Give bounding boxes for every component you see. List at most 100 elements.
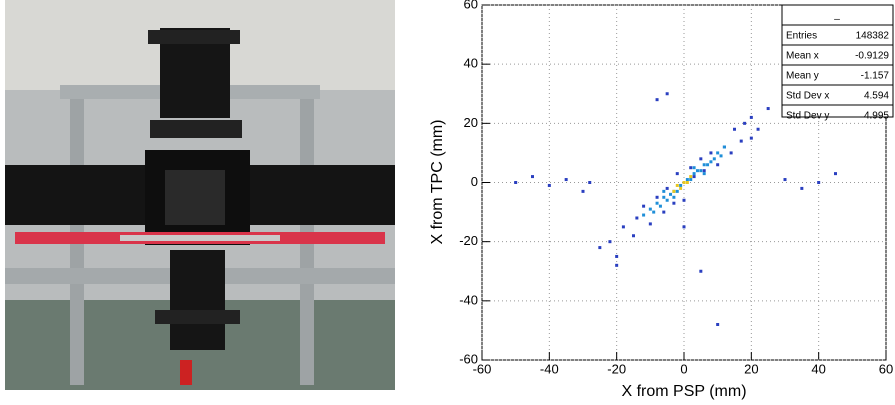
- x-tick-label: -40: [540, 361, 559, 376]
- point: [672, 195, 676, 199]
- point: [665, 198, 669, 202]
- point: [685, 178, 689, 182]
- point: [669, 192, 673, 196]
- point: [581, 189, 585, 193]
- point: [615, 254, 619, 258]
- stats-value: -1.157: [861, 71, 890, 82]
- y-tick-label: -40: [459, 292, 478, 307]
- point: [706, 163, 710, 167]
- point: [699, 269, 703, 273]
- point: [800, 186, 804, 190]
- point: [699, 157, 703, 161]
- y-tick-label: 60: [464, 0, 478, 11]
- point: [588, 181, 592, 184]
- point: [766, 107, 770, 111]
- point: [685, 181, 689, 184]
- point: [817, 181, 821, 184]
- point: [679, 183, 683, 187]
- x-tick-label: 0: [680, 361, 687, 376]
- point: [665, 186, 669, 190]
- stats-value: 4.594: [864, 91, 889, 102]
- stats-label: Mean y: [786, 71, 819, 82]
- point: [709, 160, 713, 164]
- point: [564, 178, 568, 182]
- point: [662, 189, 666, 193]
- point: [722, 145, 726, 149]
- point: [675, 189, 679, 193]
- point: [739, 139, 743, 143]
- point: [655, 201, 659, 205]
- point: [689, 166, 693, 170]
- y-tick-label: 0: [471, 174, 478, 189]
- point: [834, 172, 837, 176]
- point: [642, 213, 646, 217]
- x-tick-label: 40: [811, 361, 825, 376]
- y-tick-label: -20: [459, 233, 478, 248]
- point: [749, 115, 753, 119]
- point: [716, 151, 720, 155]
- point: [702, 163, 706, 167]
- point: [655, 195, 659, 199]
- point: [729, 151, 733, 155]
- point: [709, 151, 713, 155]
- point: [719, 154, 723, 158]
- point: [682, 198, 686, 202]
- point: [531, 175, 534, 179]
- point: [692, 172, 696, 176]
- point: [514, 181, 518, 184]
- point: [662, 210, 666, 214]
- point: [665, 92, 669, 96]
- x-tick-label: 60: [879, 361, 893, 376]
- point: [695, 169, 699, 173]
- stats-label: Mean x: [786, 51, 819, 62]
- point: [679, 186, 683, 190]
- y-tick-label: -60: [459, 351, 478, 366]
- stats-label: Std Dev y: [786, 111, 829, 122]
- stats-label: Std Dev x: [786, 91, 829, 102]
- x-tick-label: -60: [473, 361, 492, 376]
- point: [648, 207, 652, 211]
- point: [635, 216, 639, 220]
- point: [733, 127, 736, 131]
- point: [716, 323, 720, 326]
- point: [598, 246, 602, 250]
- stats-value: 4.995: [864, 111, 889, 122]
- x-axis-label: X from PSP (mm): [621, 383, 746, 400]
- point: [672, 201, 676, 205]
- point: [658, 204, 662, 208]
- point: [702, 172, 706, 176]
- point: [642, 204, 646, 208]
- point: [632, 234, 635, 238]
- x-tick-label: -20: [607, 361, 626, 376]
- point: [547, 183, 551, 187]
- point: [662, 195, 666, 199]
- point: [689, 175, 693, 179]
- point: [743, 121, 747, 125]
- point: [692, 175, 696, 179]
- stats-value: 148382: [856, 31, 890, 42]
- stats-label: Entries: [786, 31, 817, 42]
- point: [702, 169, 706, 173]
- stats-value: -0.9129: [855, 51, 889, 62]
- point: [783, 178, 787, 182]
- point: [648, 222, 652, 226]
- y-tick-label: 40: [464, 56, 478, 71]
- point: [655, 98, 659, 102]
- point: [672, 189, 676, 193]
- point: [749, 136, 753, 140]
- point: [675, 172, 679, 176]
- y-tick-label: 20: [464, 115, 478, 130]
- stats-title: _: [833, 10, 840, 21]
- point: [692, 166, 696, 170]
- point: [608, 240, 612, 244]
- point: [615, 263, 619, 267]
- photo: [5, 0, 395, 390]
- x-tick-label: 20: [744, 361, 758, 376]
- point: [682, 181, 686, 184]
- y-axis-label: X from TPC (mm): [429, 119, 446, 244]
- point: [652, 210, 656, 214]
- point: [689, 178, 693, 182]
- point: [712, 157, 716, 161]
